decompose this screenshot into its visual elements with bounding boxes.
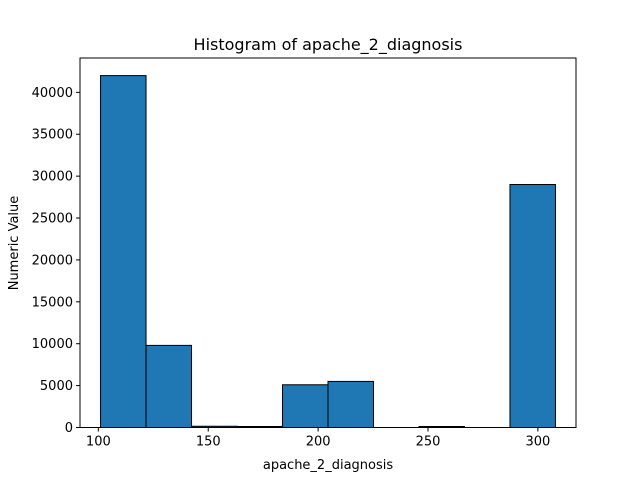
y-tick-label: 10000 bbox=[32, 337, 73, 352]
chart-title: Histogram of apache_2_diagnosis bbox=[194, 35, 463, 55]
histogram-bar-5 bbox=[327, 380, 374, 429]
x-tick-label: 200 bbox=[306, 435, 331, 450]
y-tick-label: 0 bbox=[65, 421, 73, 436]
plot-frame bbox=[79, 57, 577, 428]
y-tick-label: 5000 bbox=[40, 379, 73, 394]
x-axis-ticks: 100 150 200 250 300 bbox=[86, 427, 550, 450]
y-tick-label: 20000 bbox=[32, 253, 73, 268]
y-tick-label: 25000 bbox=[32, 212, 73, 227]
histogram-bar-4 bbox=[282, 384, 329, 428]
x-tick-label: 250 bbox=[416, 435, 441, 450]
bars-layer bbox=[100, 75, 556, 429]
histogram-bar-9 bbox=[509, 184, 556, 428]
y-tick-label: 40000 bbox=[32, 86, 73, 101]
x-axis-label: apache_2_diagnosis bbox=[263, 458, 394, 473]
x-tick-label: 100 bbox=[86, 435, 111, 450]
x-tick-label: 150 bbox=[196, 435, 221, 450]
y-axis-label: Numeric Value bbox=[7, 196, 22, 291]
y-tick-label: 15000 bbox=[32, 295, 73, 310]
y-tick-label: 35000 bbox=[32, 128, 73, 143]
histogram-bar-1 bbox=[145, 344, 193, 428]
y-tick-label: 30000 bbox=[32, 170, 73, 185]
x-tick-label: 300 bbox=[525, 435, 550, 450]
histogram-bar-0 bbox=[100, 75, 147, 428]
y-axis-ticks: 0 5000 10000 15000 20000 25000 30000 35000 40000 bbox=[32, 86, 80, 436]
